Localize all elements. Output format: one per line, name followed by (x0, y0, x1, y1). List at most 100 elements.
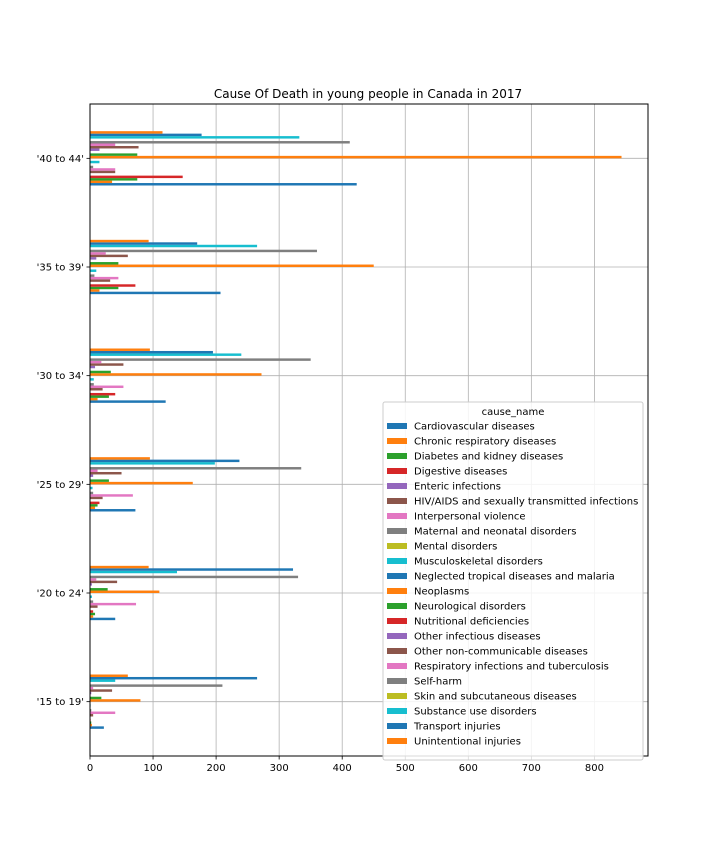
legend-swatch (387, 693, 407, 699)
bar (90, 506, 96, 510)
bar (90, 467, 302, 470)
bar (90, 600, 94, 603)
bar (90, 252, 106, 255)
legend-label: Other infectious diseases (414, 632, 541, 643)
bar (90, 276, 119, 280)
legend-label: Enteric infections (414, 482, 501, 493)
bar (90, 153, 138, 156)
bar (90, 388, 103, 391)
bar (90, 385, 124, 389)
bar (90, 168, 116, 171)
legend-swatch (387, 483, 407, 489)
legend-swatch (387, 528, 407, 534)
bar (90, 726, 104, 729)
legend-label: Skin and subcutaneous diseases (414, 692, 577, 703)
x-tick-label: 400 (333, 763, 352, 774)
legend-label: Transport injuries (413, 722, 501, 733)
legend-swatch (387, 603, 407, 609)
bar (90, 459, 240, 463)
bar (90, 486, 93, 490)
legend-label: Nutritional deficiencies (414, 617, 529, 628)
bar (90, 141, 350, 144)
bar (90, 284, 136, 287)
bar (90, 590, 160, 593)
legend-label: Unintentional injuries (414, 737, 521, 748)
legend-swatch (387, 453, 407, 459)
bar (90, 679, 116, 682)
y-tick-label: '25 to 29' (37, 480, 84, 491)
bar (90, 676, 258, 680)
bar (90, 721, 92, 724)
bar (90, 462, 215, 465)
bar (90, 133, 202, 137)
bar (90, 509, 136, 512)
bar (90, 180, 113, 184)
bar (90, 684, 223, 687)
bar (90, 469, 98, 472)
bar (90, 378, 94, 381)
bar (90, 457, 150, 460)
bar (90, 175, 183, 179)
legend-swatch (387, 543, 407, 549)
bar (90, 615, 94, 618)
axis-ticks: 0 100 200 300 400 500 600 700 800 '15 to 19' '20 t… (37, 154, 604, 774)
legend: cause_name Cardiovascular diseases Chronic… (382, 401, 644, 761)
legend-swatch (387, 738, 407, 744)
bar (90, 165, 94, 169)
bar (90, 170, 116, 174)
bar (90, 580, 118, 584)
bar (90, 605, 98, 608)
bar (90, 674, 128, 677)
bar (90, 602, 137, 606)
bar (90, 575, 299, 579)
chart-title: Cause Of Death in young people in Canada… (214, 87, 522, 101)
legend-swatch (387, 468, 407, 474)
bar (90, 183, 357, 186)
legend-label: Substance use disorders (414, 707, 537, 718)
legend-label: Respiratory infections and tuberculosis (414, 662, 609, 673)
legend-swatch (387, 663, 407, 669)
bar (90, 269, 97, 272)
bar (90, 696, 102, 700)
legend-swatch (387, 558, 407, 564)
bar (90, 145, 139, 149)
legend-label: Diabetes and kidney diseases (414, 452, 563, 463)
y-tick-label: '20 to 24' (37, 589, 84, 600)
legend-title: cause_name (482, 407, 545, 418)
bar (90, 143, 116, 146)
bar (90, 395, 109, 398)
bar (90, 383, 94, 386)
x-tick-label: 200 (207, 763, 226, 774)
legend-swatch (387, 618, 407, 624)
bar (90, 612, 96, 616)
bar (90, 570, 178, 574)
bar (90, 365, 96, 369)
bar (90, 504, 98, 507)
legend-label: Musculoskeletal disorders (414, 557, 543, 568)
bar (90, 131, 163, 134)
bar (90, 350, 213, 354)
bar (90, 578, 97, 581)
x-tick-label: 0 (87, 763, 93, 774)
bar (90, 257, 97, 260)
bar (90, 264, 374, 267)
bar (90, 496, 103, 500)
bar (90, 709, 92, 712)
legend-label: Other non-communicable diseases (414, 647, 588, 658)
bar (90, 481, 193, 485)
bar (90, 610, 94, 613)
legend-label: Maternal and neonatal disorders (414, 527, 576, 538)
bar (90, 699, 141, 702)
bar (90, 691, 92, 695)
bar (90, 242, 198, 245)
legend-label: Interpersonal violence (414, 512, 526, 523)
bar (90, 244, 258, 248)
bar (90, 370, 111, 374)
bar (90, 588, 108, 591)
x-tick-label: 700 (522, 763, 541, 774)
x-tick-label: 100 (144, 763, 163, 774)
legend-label: Chronic respiratory diseases (414, 437, 556, 448)
legend-swatch (387, 633, 407, 639)
legend-swatch (387, 648, 407, 654)
bar (90, 583, 92, 586)
